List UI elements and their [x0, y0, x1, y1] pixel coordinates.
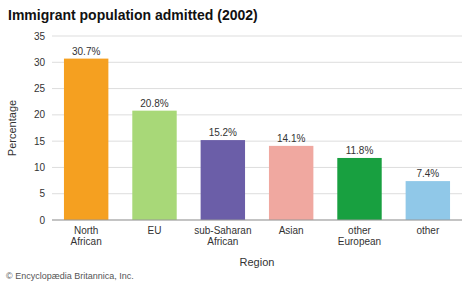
grid-line — [52, 36, 462, 37]
bar — [337, 158, 381, 220]
data-label: 14.1% — [277, 133, 305, 144]
x-tick-line: sub-Saharan — [194, 225, 251, 236]
x-tick-line: European — [338, 236, 381, 247]
title: Immigrant population admitted (2002) — [8, 7, 258, 23]
grid-line — [52, 88, 462, 89]
y-tick-label: 20 — [34, 109, 46, 120]
bar — [64, 59, 108, 220]
y-tick-label: 10 — [34, 162, 46, 173]
bar — [201, 140, 245, 220]
y-tick-label: 0 — [39, 215, 45, 226]
grid-line — [52, 220, 462, 221]
grid — [52, 36, 462, 220]
y-axis-label: Percentage — [6, 100, 18, 156]
x-tick-line: other — [348, 225, 371, 236]
y-tick-label: 35 — [34, 31, 46, 42]
x-tick-line: EU — [148, 225, 162, 236]
x-axis-line — [52, 220, 462, 221]
x-tick-label: otherEuropean — [338, 225, 381, 247]
y-tick-label: 25 — [34, 83, 46, 94]
x-tick-line: Asian — [279, 225, 304, 236]
bar — [406, 181, 450, 220]
chart: Immigrant population admitted (2002) 0 5 10… — [0, 0, 474, 284]
data-label: 20.8% — [140, 98, 168, 109]
x-tick-line: African — [207, 236, 238, 247]
grid-line — [52, 193, 462, 194]
x-tick-label: sub-SaharanAfrican — [194, 225, 251, 247]
data-label: 7.4% — [416, 168, 439, 179]
x-tick-label: NorthAfrican — [71, 225, 102, 247]
x-tick-label: EU — [148, 225, 162, 236]
x-tick-line: North — [74, 225, 98, 236]
y-tick-label: 30 — [34, 57, 46, 68]
bar — [269, 146, 313, 220]
y-tick-label: 5 — [39, 188, 45, 199]
bars — [64, 59, 450, 220]
footnote: © Encyclopædia Britannica, Inc. — [6, 271, 134, 281]
x-tick-label: Asian — [279, 225, 304, 236]
data-label: 15.2% — [209, 127, 237, 138]
y-tick-label: 15 — [34, 136, 46, 147]
x-tick-line: other — [416, 225, 439, 236]
grid-line — [52, 141, 462, 142]
x-axis-label: Region — [240, 256, 275, 268]
bar — [132, 111, 176, 220]
grid-line — [52, 167, 462, 168]
x-tick-line: African — [71, 236, 102, 247]
data-label: 30.7% — [72, 46, 100, 57]
grid-line — [52, 62, 462, 63]
data-label: 11.8% — [346, 145, 374, 156]
x-tick-label: other — [416, 225, 439, 236]
grid-line — [52, 114, 462, 115]
